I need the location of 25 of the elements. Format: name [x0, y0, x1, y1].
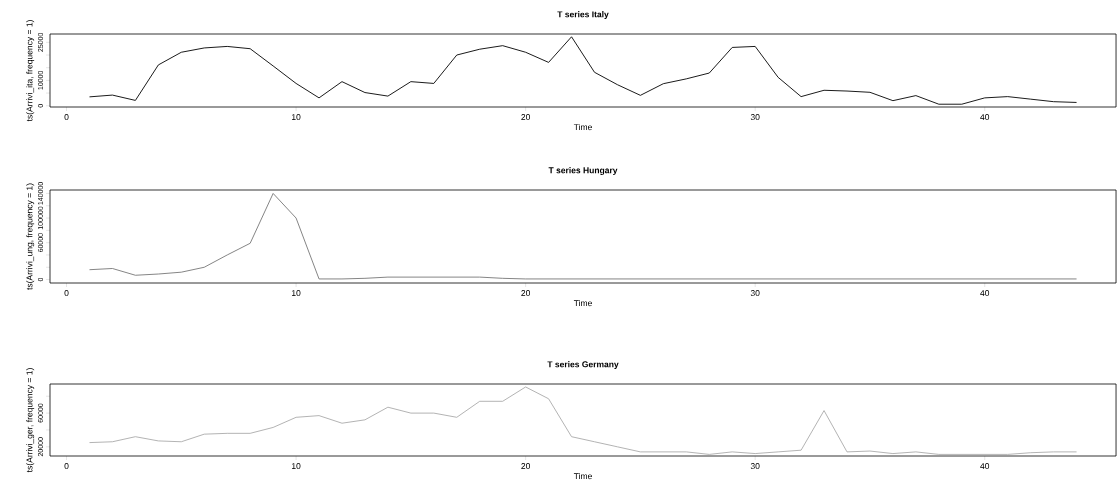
x-tick-label: 0 [64, 290, 69, 297]
x-axis-title: Time [573, 299, 592, 307]
chart-title: T series Italy [557, 11, 609, 19]
x-tick-label: 20 [521, 114, 531, 121]
x-tick-label: 30 [750, 290, 760, 297]
x-tick-label: 10 [291, 290, 301, 297]
x-tick-label: 40 [980, 114, 990, 121]
x-tick-label: 40 [980, 463, 990, 470]
y-axis-title: ts(Arrivi_ung, frequency = 1) [26, 183, 35, 290]
x-tick-label: 0 [64, 463, 69, 470]
x-tick-label: 10 [291, 114, 301, 121]
line-series [89, 36, 1077, 105]
x-tick-label: 20 [521, 463, 531, 470]
x-tick-label: 30 [750, 463, 760, 470]
x-tick-label: 40 [980, 290, 990, 297]
x-tick-label: 30 [750, 114, 760, 121]
x-tick-label: 0 [64, 114, 69, 121]
x-axis-title: Time [573, 123, 592, 131]
y-axis-title: ts(Arrivi_ger, frequency = 1) [26, 368, 35, 473]
x-tick-label: 20 [521, 290, 531, 297]
chart-title: T series Hungary [548, 167, 618, 175]
x-axis-title: Time [573, 472, 592, 480]
x-tick-label: 10 [291, 463, 301, 470]
y-axis-title: ts(Arrivi_ita, frequency = 1) [26, 20, 35, 122]
chart-title: T series Germany [547, 361, 619, 369]
